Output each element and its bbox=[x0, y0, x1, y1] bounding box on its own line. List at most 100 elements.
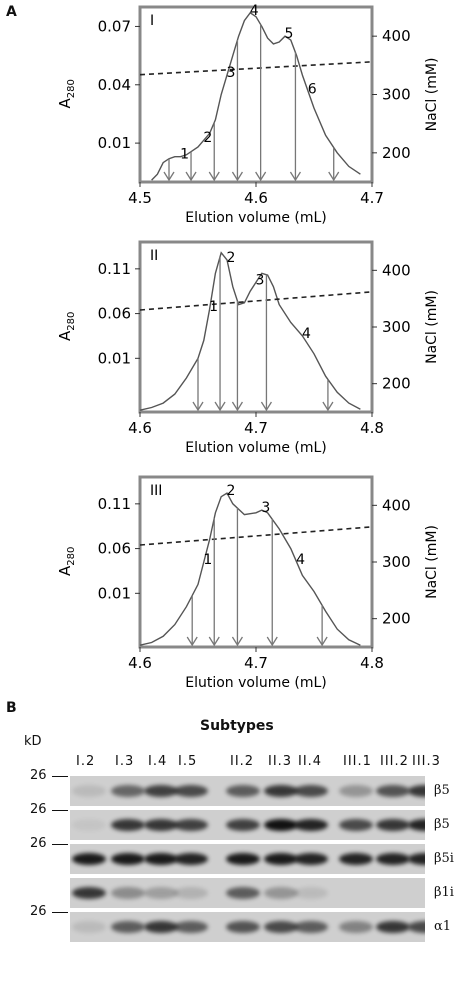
blot-band bbox=[294, 819, 328, 831]
plot-frame bbox=[138, 5, 374, 184]
nacl-gradient-line bbox=[139, 61, 373, 76]
y2-tick-label: 400 bbox=[382, 496, 411, 514]
y2-axis-label: NaCl (mM) bbox=[424, 58, 440, 132]
blot-band bbox=[264, 887, 298, 899]
x-tick-label: 4.7 bbox=[360, 189, 384, 207]
lane-label: I.4 bbox=[148, 754, 168, 769]
protein-label: β5i bbox=[434, 851, 454, 866]
blot-band bbox=[408, 853, 425, 865]
fraction-number: 1 bbox=[180, 147, 189, 163]
blot-band bbox=[226, 819, 260, 831]
blot-band bbox=[376, 819, 410, 831]
blot-band bbox=[174, 853, 208, 865]
fraction-number: 5 bbox=[285, 26, 294, 42]
fraction-arrow-head bbox=[186, 636, 198, 647]
fraction-arrow-head bbox=[322, 401, 334, 412]
fraction-arrow-head bbox=[255, 171, 267, 182]
blot-band bbox=[174, 785, 208, 797]
blot-band bbox=[339, 921, 373, 933]
x-axis-label: Elution volume (mL) bbox=[185, 675, 327, 691]
fraction-number: 1 bbox=[209, 299, 218, 315]
mw-marker-label: 26 bbox=[30, 802, 47, 817]
y-axis-label: A280 bbox=[56, 312, 77, 341]
fraction-number: 3 bbox=[227, 65, 236, 81]
fraction-number: 3 bbox=[261, 500, 270, 516]
blot-band bbox=[72, 785, 106, 797]
y-axis-label: A280 bbox=[56, 79, 77, 108]
x-tick-label: 4.7 bbox=[244, 419, 268, 437]
y-tick-label: 0.06 bbox=[98, 305, 131, 323]
y-tick-label: 0.11 bbox=[98, 495, 131, 513]
panel-numeral: II bbox=[150, 248, 158, 264]
nacl-gradient-line bbox=[139, 291, 373, 311]
blot-band bbox=[376, 853, 410, 865]
x-tick-label: 4.7 bbox=[244, 654, 268, 672]
lane-label: II.4 bbox=[298, 754, 323, 769]
fraction-arrow-head bbox=[192, 401, 204, 412]
fraction-arrow-head bbox=[231, 171, 243, 182]
fraction-number: 1 bbox=[203, 552, 212, 568]
blot-band bbox=[72, 921, 106, 933]
lane-label: I.5 bbox=[178, 754, 198, 769]
panel-b-label: B bbox=[6, 700, 17, 716]
blot-band bbox=[294, 921, 328, 933]
fraction-number: 4 bbox=[296, 552, 305, 568]
fraction-arrow-head bbox=[289, 171, 301, 182]
fraction-arrow-head bbox=[231, 636, 243, 647]
kd-label: kD bbox=[24, 734, 42, 749]
blot-strip bbox=[70, 878, 425, 908]
fraction-number: 3 bbox=[256, 272, 265, 288]
mw-marker-label: 26 bbox=[30, 836, 47, 851]
blot-band bbox=[376, 785, 410, 797]
y-tick-label: 0.01 bbox=[98, 349, 131, 367]
fraction-number: 6 bbox=[308, 82, 317, 98]
blot-band bbox=[111, 887, 145, 899]
blot-band bbox=[408, 921, 425, 933]
mw-marker-tick bbox=[52, 776, 68, 777]
x-axis-label: Elution volume (mL) bbox=[185, 210, 327, 226]
elution-curve bbox=[139, 251, 361, 411]
blot-band bbox=[339, 819, 373, 831]
mw-marker-label: 26 bbox=[30, 904, 47, 919]
blot-title: Subtypes bbox=[200, 718, 274, 734]
blot-band bbox=[174, 921, 208, 933]
blot-band bbox=[376, 921, 410, 933]
mw-marker-tick bbox=[52, 810, 68, 811]
y2-tick-label: 300 bbox=[382, 553, 411, 571]
panel-a-label: A bbox=[6, 4, 17, 20]
lane-label: I.2 bbox=[76, 754, 96, 769]
y2-tick-label: 200 bbox=[382, 144, 411, 162]
fraction-number: 2 bbox=[227, 483, 236, 499]
x-tick-label: 4.6 bbox=[244, 189, 268, 207]
x-tick-label: 4.5 bbox=[128, 189, 152, 207]
y-tick-label: 0.04 bbox=[98, 76, 131, 94]
fraction-number: 4 bbox=[250, 3, 259, 19]
fraction-arrow-head bbox=[214, 401, 226, 412]
blot-band bbox=[226, 921, 260, 933]
blot-band bbox=[144, 819, 178, 831]
blot-band bbox=[226, 785, 260, 797]
blot-strip bbox=[70, 912, 425, 942]
blot-band bbox=[294, 887, 328, 899]
fraction-arrow-head bbox=[208, 636, 220, 647]
blot-band bbox=[111, 921, 145, 933]
blot-band bbox=[264, 921, 298, 933]
x-tick-label: 4.8 bbox=[360, 654, 384, 672]
fraction-number: 2 bbox=[227, 250, 236, 266]
blot-band bbox=[111, 819, 145, 831]
lane-label: I.3 bbox=[115, 754, 135, 769]
blot-band bbox=[144, 887, 178, 899]
y2-tick-label: 400 bbox=[382, 261, 411, 279]
chart-panel-iii: 4.6 4.7 4.8 Elution volume (mL) 0.01 0.06 0.11… bbox=[56, 475, 440, 691]
y2-tick-label: 400 bbox=[382, 27, 411, 45]
y-tick-label: 0.07 bbox=[98, 17, 131, 35]
blot-band bbox=[339, 785, 373, 797]
x-tick-label: 4.8 bbox=[360, 419, 384, 437]
blot-band bbox=[226, 887, 260, 899]
chart-panel-i: 4.5 4.6 4.7 Elution volume (mL) 0.01 0.04 0.07… bbox=[56, 3, 440, 226]
lane-label: II.3 bbox=[268, 754, 293, 769]
blot-strip bbox=[70, 810, 425, 840]
lane-label: II.2 bbox=[230, 754, 255, 769]
y2-axis-label: NaCl (mM) bbox=[424, 290, 440, 364]
y-tick-label: 0.01 bbox=[98, 584, 131, 602]
